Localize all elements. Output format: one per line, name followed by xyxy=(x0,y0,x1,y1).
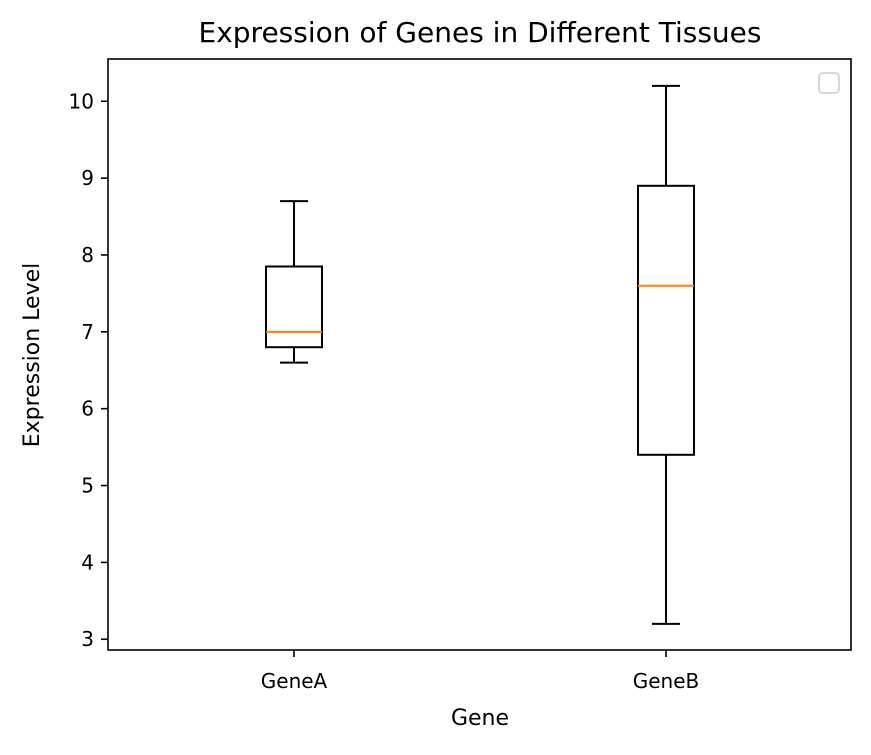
legend-box xyxy=(818,72,840,94)
x-axis-label: Gene xyxy=(451,706,509,731)
chart-title: Expression of Genes in Different Tissues xyxy=(199,16,762,49)
y-tick-label: 8 xyxy=(81,243,94,267)
y-axis-label: Expression Level xyxy=(20,263,45,448)
geneb-box xyxy=(637,184,695,456)
plot-area: 3 4 5 6 7 8 9 10 GeneA GeneB xyxy=(69,58,852,693)
y-tick-label: 5 xyxy=(81,474,94,498)
x-tick-label: GeneB xyxy=(633,669,700,693)
genea-box xyxy=(265,265,323,349)
axes-frame xyxy=(107,58,852,651)
y-tick-label: 10 xyxy=(69,89,94,113)
y-tick-label: 4 xyxy=(81,550,94,574)
x-tick-label: GeneA xyxy=(261,669,328,693)
y-tick-label: 9 xyxy=(81,166,94,190)
y-tick-label: 6 xyxy=(81,397,94,421)
y-tick-label: 7 xyxy=(81,320,94,344)
y-tick-label: 3 xyxy=(81,627,94,651)
